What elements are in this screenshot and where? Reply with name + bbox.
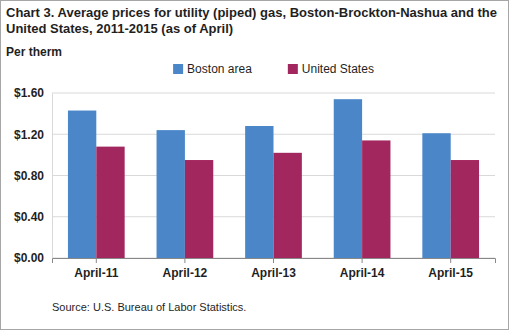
bar (334, 99, 362, 258)
title: Chart 3. Average prices for utility (pip… (6, 5, 501, 36)
y-axis-line (52, 94, 53, 259)
y-tick: $1.60 (14, 86, 52, 100)
bar (96, 147, 124, 258)
bar-series (68, 99, 451, 258)
y-tick-label: $0.80 (14, 169, 44, 183)
x-tick-mark (362, 258, 363, 263)
y-tick-label: $1.60 (14, 86, 44, 100)
y-tick: $0.40 (14, 210, 52, 224)
legend-label: United States (302, 62, 374, 76)
x-tick: April-12 (163, 258, 208, 280)
x-tick-label: April-13 (251, 266, 296, 280)
bar (68, 111, 96, 258)
legend-swatch (288, 64, 298, 74)
chart: Chart 3. Average prices for utility (pip… (0, 0, 509, 330)
y-tick: $0.00 (14, 251, 52, 265)
legend-item: United States (288, 62, 374, 76)
chart-frame (1, 1, 509, 330)
x-tick-mark (273, 258, 274, 263)
x-tick: April-14 (340, 258, 385, 280)
x-tick-mark (96, 258, 97, 263)
legend: Boston area United States (173, 62, 374, 76)
x-tick: April-13 (251, 258, 296, 280)
x-tick-mark (184, 258, 185, 263)
grid (52, 93, 495, 258)
x-tick-label: April-14 (340, 266, 385, 280)
source-note: Source: U.S. Bureau of Labor Statistics. (52, 301, 246, 313)
bar (274, 153, 302, 258)
grid-line (52, 93, 495, 94)
y-axis: $0.00 $0.40 $0.80 $1.20 $1.60 (14, 86, 53, 265)
legend-item: Boston area (173, 62, 252, 76)
x-tick-label: April-12 (163, 266, 208, 280)
x-tick-label: April-15 (428, 266, 473, 280)
legend-swatch (173, 64, 183, 74)
y-tick-label: $0.00 (14, 251, 44, 265)
bar (185, 160, 213, 258)
bar (422, 133, 450, 258)
x-tick: April-15 (428, 258, 473, 280)
plot: $0.00$0.40$0.80$1.20$1.60April-11April-1… (14, 86, 496, 279)
bar (157, 130, 185, 258)
y-tick: $0.80 (14, 169, 52, 183)
bar (451, 160, 479, 258)
bar-series (96, 140, 479, 258)
bar (362, 140, 390, 258)
bars (68, 99, 479, 258)
y-axis-title: Per therm (6, 45, 62, 59)
x-axis: April-11 April-12 April-13 April-14 April-15 (53, 258, 496, 280)
x-axis-line (53, 259, 496, 264)
x-tick-label: April-11 (74, 266, 118, 280)
title-line: United States, 2011-2015 (as of April) (6, 21, 233, 36)
legend-label: Boston area (187, 62, 252, 76)
y-tick-label: $0.40 (14, 210, 44, 224)
title-line: Chart 3. Average prices for utility (pip… (6, 5, 501, 20)
y-tick-label: $1.20 (14, 128, 44, 142)
x-tick-mark (450, 258, 451, 263)
x-tick: April-11 (74, 258, 118, 280)
y-tick: $1.20 (14, 128, 52, 142)
bar (245, 126, 273, 258)
